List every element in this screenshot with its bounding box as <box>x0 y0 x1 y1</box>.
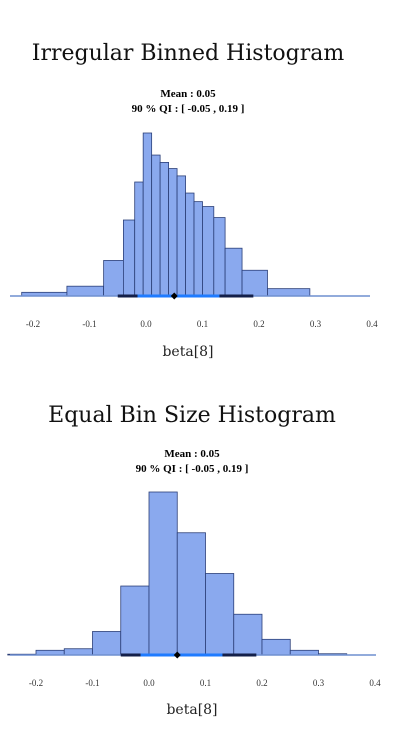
x-axis-label: beta[8] <box>162 344 213 360</box>
x-tick-label: 0.0 <box>140 319 152 329</box>
intervals <box>117 292 254 300</box>
histogram-bar <box>120 585 150 656</box>
histogram-bar <box>134 181 144 297</box>
histogram-bar <box>148 491 178 656</box>
histogram-bar <box>205 573 235 656</box>
histogram-bar <box>241 269 268 297</box>
histogram-bar <box>103 260 124 297</box>
x-tick-label: -0.2 <box>26 319 40 329</box>
histogram-bar <box>202 206 215 297</box>
histogram-bar <box>176 532 206 656</box>
histogram-bar <box>66 285 105 297</box>
chart-irregular: Irregular Binned Histogram Mean : 0.05 9… <box>10 41 378 360</box>
x-tick-label: 0.3 <box>310 319 322 329</box>
x-tick-label: 0.1 <box>200 678 211 688</box>
histogram-bar <box>261 638 291 656</box>
qi-label: 90 % QI : [ -0.05 , 0.19 ] <box>136 463 249 475</box>
histogram-bar <box>233 613 263 656</box>
histogram-bar <box>92 631 122 656</box>
mean-label: Mean : 0.05 <box>164 448 220 460</box>
x-tick-label: 0.2 <box>256 678 267 688</box>
x-tick-label: 0.4 <box>366 319 378 329</box>
histogram-bar <box>63 648 93 656</box>
histogram-bar <box>213 217 226 297</box>
chart-title: Equal Bin Size Histogram <box>48 403 336 428</box>
histogram-bar <box>224 247 243 297</box>
histogram-bar <box>151 154 161 297</box>
mean-label: Mean : 0.05 <box>160 88 216 100</box>
x-ticks: -0.2 -0.1 0.0 0.1 0.2 0.3 0.4 <box>29 678 381 688</box>
x-tick-label: 0.3 <box>313 678 325 688</box>
x-tick-label: 0.0 <box>143 678 155 688</box>
histogram-bar <box>193 201 203 297</box>
chart-title: Irregular Binned Histogram <box>32 41 345 66</box>
x-tick-label: -0.1 <box>85 678 99 688</box>
histogram-bar <box>123 219 136 297</box>
x-tick-label: -0.1 <box>82 319 96 329</box>
histogram-bar <box>176 175 186 297</box>
histogram-bar <box>185 192 195 297</box>
x-tick-label: 0.1 <box>197 319 208 329</box>
mean-marker <box>170 292 178 300</box>
histogram-bar <box>142 132 153 297</box>
histogram-bar <box>159 162 169 297</box>
mean-marker <box>173 651 181 659</box>
x-tick-label: 0.4 <box>369 678 381 688</box>
histogram-bar <box>267 288 311 297</box>
chart-equal: Equal Bin Size Histogram Mean : 0.05 90 … <box>7 403 381 718</box>
x-axis-label: beta[8] <box>166 702 217 718</box>
x-tick-label: -0.2 <box>29 678 43 688</box>
bars <box>7 491 348 656</box>
x-ticks: -0.2 -0.1 0.0 0.1 0.2 0.3 0.4 <box>26 319 378 329</box>
intervals <box>120 651 257 659</box>
bars <box>21 132 311 297</box>
histogram-bar <box>168 168 178 297</box>
qi-label: 90 % QI : [ -0.05 , 0.19 ] <box>132 103 245 115</box>
x-tick-label: 0.2 <box>253 319 264 329</box>
